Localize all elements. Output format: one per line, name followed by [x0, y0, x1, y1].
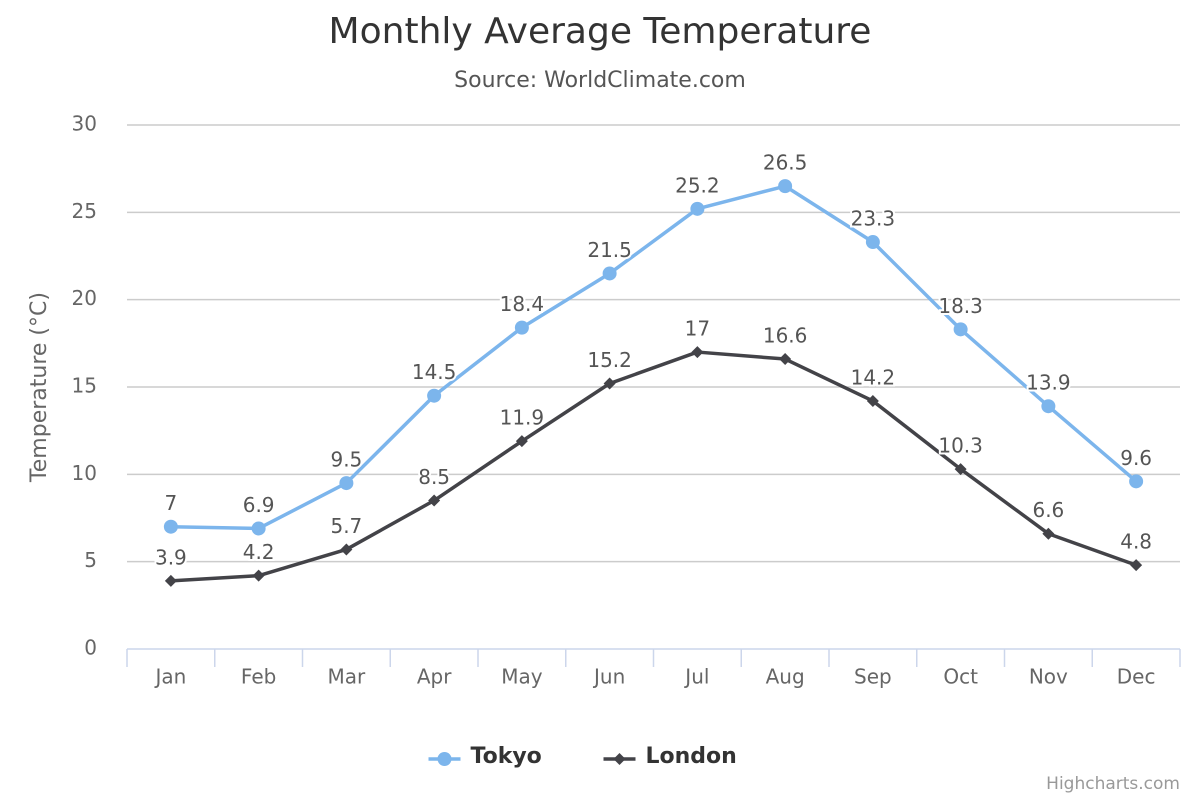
data-point	[603, 377, 616, 390]
data-point	[515, 435, 528, 448]
x-tick-label: Jan	[153, 665, 186, 689]
data-label: 4.8	[1120, 530, 1152, 554]
data-label: 14.5	[412, 360, 457, 384]
data-point	[251, 521, 266, 536]
data-point	[1041, 399, 1056, 414]
data-label: 25.2	[675, 173, 720, 197]
y-tick-label: 10	[72, 461, 97, 485]
x-tick-label: Jul	[683, 665, 709, 689]
data-point	[164, 574, 177, 587]
data-point	[1130, 559, 1143, 572]
credits[interactable]: Highcharts.com	[1046, 774, 1180, 794]
x-tick-label: Nov	[1029, 665, 1068, 689]
data-label: 13.9	[1026, 371, 1071, 395]
data-point	[690, 201, 705, 216]
data-point	[779, 353, 792, 366]
series-line	[170, 184, 1138, 531]
data-point	[340, 543, 353, 556]
legend-label[interactable]: London	[646, 744, 737, 769]
data-label: 26.5	[763, 151, 808, 175]
data-point	[1129, 474, 1144, 489]
data-label: 6.6	[1032, 498, 1064, 522]
y-tick-label: 20	[72, 286, 97, 310]
y-axis-title: Temperature (°C)	[27, 292, 52, 483]
data-label: 9.5	[330, 448, 362, 472]
legend-marker	[613, 753, 626, 765]
legend-marker	[437, 752, 452, 766]
data-label: 3.9	[155, 545, 187, 569]
data-label: 18.4	[500, 292, 545, 316]
x-tick-label: Feb	[241, 665, 276, 689]
data-label: 4.2	[243, 540, 275, 564]
data-label: 21.5	[587, 238, 632, 262]
data-label: 23.3	[851, 207, 896, 231]
data-label: 14.2	[851, 365, 896, 389]
chart-title: Monthly Average Temperature	[329, 11, 872, 52]
data-label: 17	[685, 317, 710, 341]
data-point	[778, 179, 793, 194]
data-point	[163, 519, 178, 534]
y-tick-label: 15	[72, 374, 97, 398]
x-tick-label: May	[501, 665, 543, 689]
data-label: 18.3	[938, 294, 983, 318]
data-label: 16.6	[763, 324, 808, 348]
x-tick-label: Oct	[943, 665, 978, 689]
x-tick-label: Aug	[766, 665, 805, 689]
y-tick-label: 25	[72, 199, 97, 223]
data-point	[1042, 527, 1055, 540]
data-label: 10.3	[938, 434, 983, 458]
data-label: 11.9	[500, 406, 545, 430]
data-point	[339, 476, 354, 491]
x-tick-label: Jun	[592, 665, 625, 689]
x-tick-label: Mar	[328, 665, 367, 689]
data-point	[953, 322, 968, 337]
x-tick-label: Apr	[417, 665, 452, 689]
y-tick-label: 0	[84, 636, 97, 660]
data-point	[514, 320, 529, 335]
data-point	[427, 388, 442, 403]
legend-label[interactable]: Tokyo	[471, 744, 542, 769]
data-point	[865, 235, 880, 250]
data-label: 5.7	[330, 514, 362, 538]
data-label: 15.2	[587, 348, 632, 372]
data-point	[428, 494, 441, 507]
data-label: 6.9	[243, 493, 275, 517]
y-tick-label: 5	[84, 548, 97, 572]
y-tick-label: 30	[72, 112, 97, 136]
data-label: 7	[165, 491, 178, 515]
data-point	[252, 569, 265, 582]
series-line	[170, 350, 1137, 583]
data-point	[691, 346, 704, 359]
x-tick-label: Dec	[1117, 665, 1156, 689]
x-tick-label: Sep	[854, 665, 892, 689]
data-label: 9.6	[1120, 446, 1152, 470]
data-point	[954, 463, 967, 476]
data-point	[602, 266, 617, 281]
chart-subtitle: Source: WorldClimate.com	[454, 68, 746, 93]
data-label: 8.5	[418, 465, 450, 489]
data-point	[866, 394, 879, 407]
